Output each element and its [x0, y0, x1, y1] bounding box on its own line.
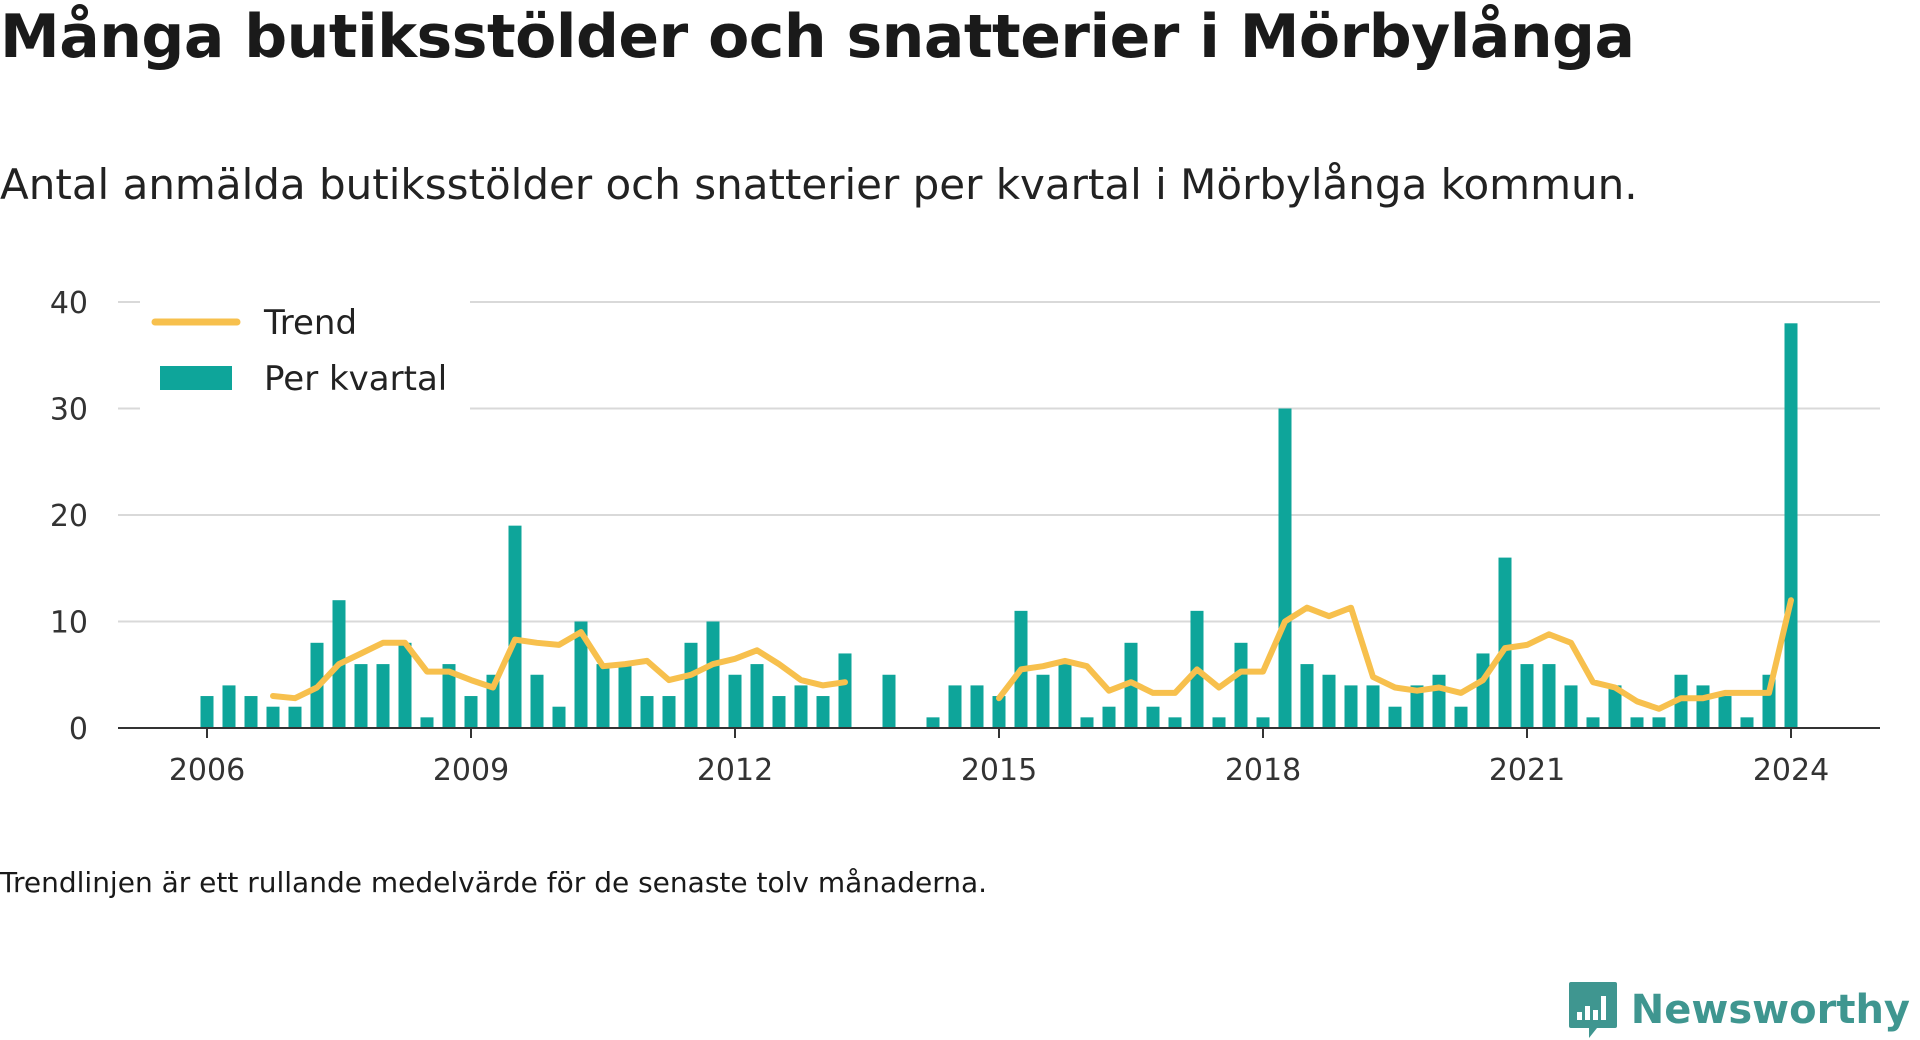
bar	[1784, 323, 1798, 728]
bar	[442, 664, 456, 728]
x-tick-label: 2009	[433, 753, 509, 788]
x-tick-label: 2012	[697, 753, 773, 788]
bar	[222, 685, 236, 728]
bar	[1542, 664, 1556, 728]
chart-title: Många butiksstölder och snatterier i Mör…	[0, 2, 1635, 72]
bar	[1586, 717, 1600, 728]
bar	[1388, 706, 1402, 728]
bar	[1476, 653, 1490, 728]
bar	[1718, 696, 1732, 728]
legend-trend-label: Trend	[263, 303, 357, 343]
legend-bar-swatch	[160, 366, 232, 390]
bar	[530, 674, 544, 728]
bar	[1410, 685, 1424, 728]
bar	[1234, 642, 1248, 728]
brand-name: Newsworthy	[1630, 987, 1910, 1033]
chart-subtitle: Antal anmälda butiksstölder och snatteri…	[0, 160, 1638, 209]
bar	[706, 621, 720, 728]
bar	[1344, 685, 1358, 728]
bar	[552, 706, 566, 728]
y-tick-label: 10	[50, 606, 88, 641]
bar	[1036, 674, 1050, 728]
bar	[794, 685, 808, 728]
bar	[1146, 706, 1160, 728]
legend-background	[140, 298, 470, 418]
bar	[926, 717, 940, 728]
bar	[1608, 685, 1622, 728]
bar	[970, 685, 984, 728]
bar	[1652, 717, 1666, 728]
bar	[1630, 717, 1644, 728]
bar	[992, 696, 1006, 728]
newsworthy-brand: Newsworthy	[1567, 980, 1910, 1040]
bar	[1322, 674, 1336, 728]
bar	[816, 696, 830, 728]
bar	[728, 674, 742, 728]
chart-area: 0 10 20 30 40 2006 2009 2012 2015 2018 2021 2024 T…	[50, 286, 1880, 788]
x-tick-label: 2006	[169, 753, 245, 788]
bar	[662, 696, 676, 728]
bar	[1454, 706, 1468, 728]
bar	[838, 653, 852, 728]
bar	[1102, 706, 1116, 728]
bar	[420, 717, 434, 728]
bar	[684, 642, 698, 728]
bar	[1520, 664, 1534, 728]
bar	[948, 685, 962, 728]
bar	[1058, 664, 1072, 728]
bar	[1740, 717, 1754, 728]
bar	[288, 706, 302, 728]
bar	[1278, 408, 1292, 728]
bar	[398, 642, 412, 728]
bar	[200, 696, 214, 728]
bar	[1256, 717, 1270, 728]
y-tick-label: 40	[50, 286, 88, 321]
legend-bar-label: Per kvartal	[264, 359, 447, 399]
bar	[1366, 685, 1380, 728]
bar	[1300, 664, 1314, 728]
x-tick-label: 2024	[1753, 753, 1829, 788]
y-tick-label: 20	[50, 499, 88, 534]
bar	[266, 706, 280, 728]
bar	[376, 664, 390, 728]
bar	[772, 696, 786, 728]
bar	[750, 664, 764, 728]
y-tick-label: 0	[69, 712, 88, 747]
x-tick-label: 2021	[1489, 753, 1565, 788]
bar	[1564, 685, 1578, 728]
bar	[640, 696, 654, 728]
footnote: Trendlinjen är ett rullande medelvärde f…	[0, 866, 988, 899]
x-tick-label: 2015	[961, 753, 1037, 788]
x-tick-label: 2018	[1225, 753, 1301, 788]
bar	[1168, 717, 1182, 728]
y-axis-ticks: 0 10 20 30 40	[50, 286, 88, 747]
bar	[354, 664, 368, 728]
bar	[574, 621, 588, 728]
bar	[464, 696, 478, 728]
bar	[882, 674, 896, 728]
bar	[596, 664, 610, 728]
y-tick-label: 30	[50, 393, 88, 428]
bar	[1212, 717, 1226, 728]
bar	[1080, 717, 1094, 728]
bar	[1432, 674, 1446, 728]
bar	[1498, 557, 1512, 728]
bar	[1696, 685, 1710, 728]
newsworthy-logo-icon	[1568, 982, 1617, 1038]
bar	[618, 664, 632, 728]
x-axis-ticks: 2006 2009 2012 2015 2018 2021 2024	[169, 728, 1829, 788]
legend: Trend Per kvartal	[140, 298, 470, 418]
bar	[244, 696, 258, 728]
bar	[508, 525, 522, 728]
trend-line	[270, 597, 1794, 712]
